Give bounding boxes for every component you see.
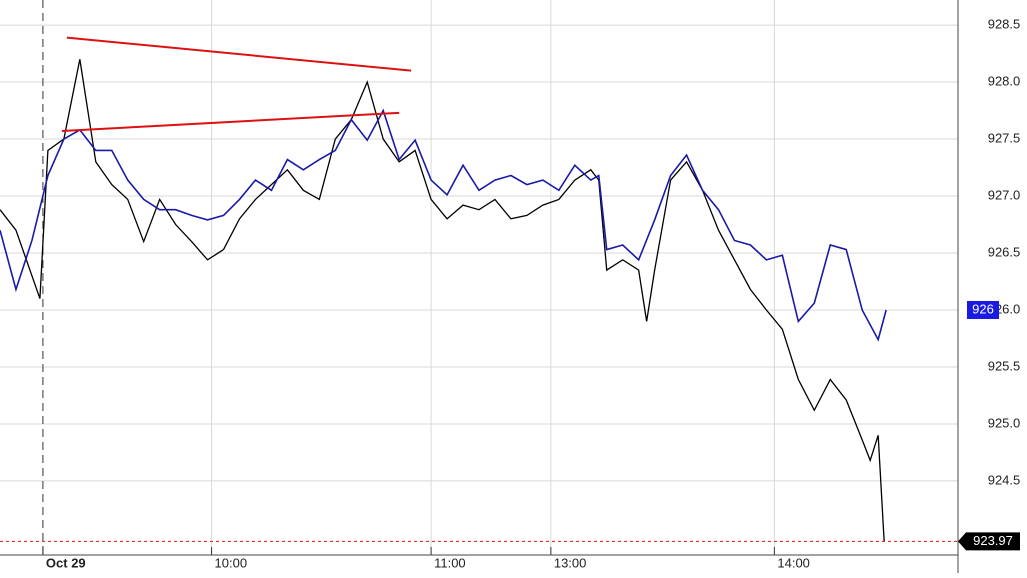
comparison-tag	[967, 300, 999, 319]
y-tick-label: 928.0	[988, 73, 1021, 88]
y-tick-label: 924.5	[988, 472, 1021, 487]
series-line	[0, 59, 885, 542]
last-price-label: 923.97	[973, 533, 1013, 548]
plot-area	[0, 0, 958, 555]
series-line	[0, 108, 887, 342]
y-tick-label: 925.0	[988, 415, 1021, 430]
trendline	[66, 36, 412, 72]
y-tick-label: 927.0	[988, 187, 1021, 202]
x-tick-label: 11:00	[434, 555, 466, 570]
last-price-tag	[958, 532, 1020, 551]
y-tick-label: 928.5	[988, 17, 1021, 32]
x-tick-label: 14:00	[777, 555, 810, 570]
x-tick-label: 10:00	[215, 555, 248, 570]
comparison-label: 926	[972, 301, 994, 316]
trendline	[61, 111, 400, 133]
x-tick-label: 13:00	[554, 555, 587, 570]
y-tick-label: 927.5	[988, 130, 1021, 145]
y-tick-label: 926.5	[988, 244, 1021, 259]
x-tick-label: Oct 29	[46, 555, 86, 570]
y-tick-label: 925.5	[988, 358, 1021, 373]
